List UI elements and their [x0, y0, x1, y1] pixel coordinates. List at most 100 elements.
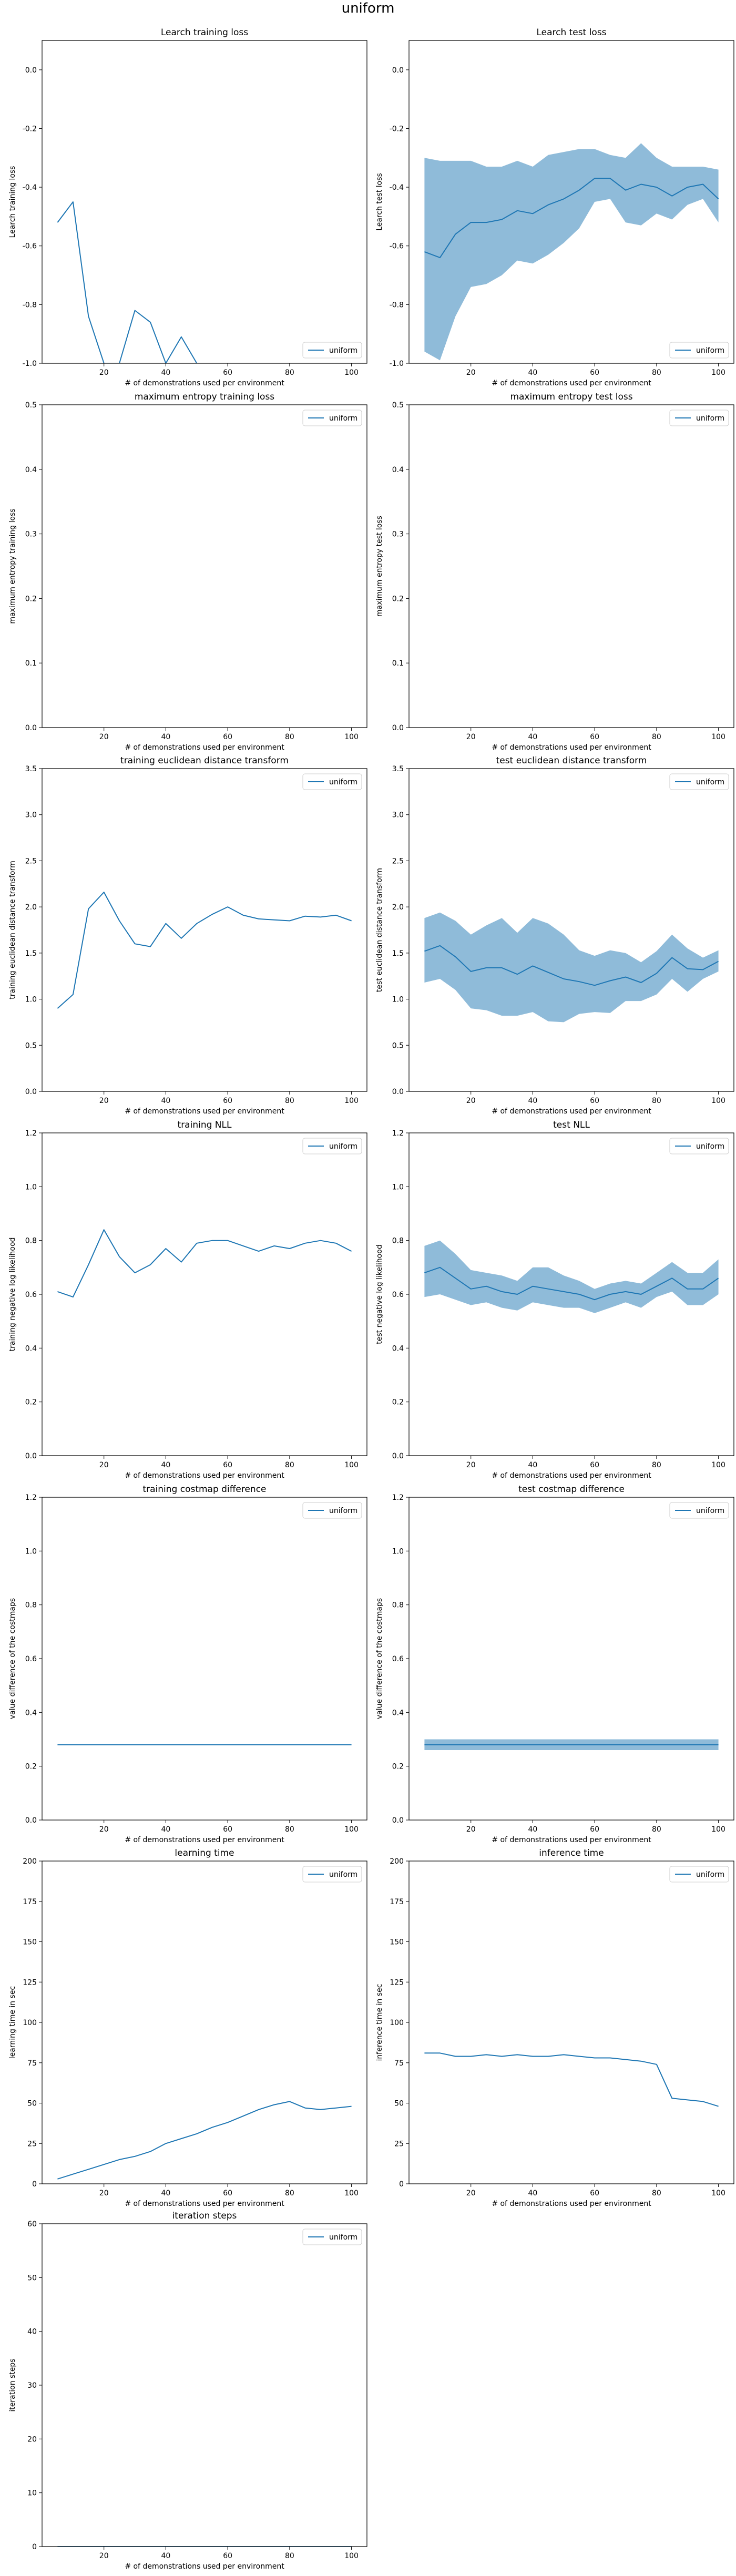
y-axis-label: Learch training loss	[8, 166, 17, 238]
y-tick-label: -1.0	[390, 360, 404, 368]
y-axis-label: inference time in sec	[375, 1984, 384, 2061]
x-tick-label: 40	[528, 1825, 538, 1834]
plot-area	[424, 2052, 719, 2107]
legend-box	[302, 773, 362, 790]
y-tick-label: 2.5	[25, 857, 37, 865]
y-tick-label: 30	[27, 2381, 37, 2390]
axes-frame	[408, 404, 734, 728]
x-tick-label: 80	[285, 1461, 294, 1469]
x-tick-label: 20	[466, 2189, 476, 2197]
x-tick-label: 20	[99, 1461, 109, 1469]
x-axis-label: # of demonstrations used per environment	[492, 1836, 651, 1844]
y-tick-label: 0.0	[392, 66, 404, 75]
legend-box	[669, 773, 729, 790]
legend-label: uniform	[696, 346, 724, 355]
series-line	[424, 1266, 719, 1301]
x-tick-label: 100	[711, 1825, 725, 1834]
chart-title: maximum entropy training loss	[135, 392, 274, 402]
chart-6: test euclidean distance transform 20 40 60 8…	[375, 755, 734, 1116]
y-tick-label: 3.5	[25, 765, 37, 773]
x-axis-label: # of demonstrations used per environment	[125, 1471, 284, 1480]
legend-label: uniform	[329, 1142, 357, 1151]
x-tick-label: 20	[99, 1097, 109, 1105]
y-axis-label: value difference of the costmaps	[8, 1598, 17, 1719]
legend-box	[669, 1866, 729, 1883]
y-tick-label: 1.2	[25, 1129, 37, 1138]
y-axis-label: value difference of the costmaps	[375, 1598, 384, 1719]
y-tick-label: 1.5	[392, 949, 404, 958]
chart-11: learning time 20 40 60 80 100 0 25 50 75 100 125 150…	[8, 1848, 367, 2208]
x-tick-label: 80	[652, 1097, 661, 1105]
x-tick-label: 100	[344, 369, 359, 377]
legend-label: uniform	[696, 414, 724, 423]
y-tick-label: 0	[399, 2180, 404, 2189]
axes-frame	[42, 40, 367, 364]
x-axis-label: # of demonstrations used per environment	[125, 2562, 284, 2571]
x-tick-label: 20	[99, 1825, 109, 1834]
y-tick-label: 3.0	[25, 811, 37, 820]
x-axis-label: # of demonstrations used per environment	[492, 1107, 651, 1116]
x-tick-label: 80	[652, 369, 661, 377]
plot-area	[57, 1229, 352, 1298]
y-tick-label: 25	[27, 2140, 37, 2148]
y-tick-label: 60	[27, 2220, 37, 2229]
x-tick-label: 80	[285, 1097, 294, 1105]
x-tick-label: 40	[528, 1461, 538, 1469]
y-tick-label: 0.8	[392, 1237, 404, 1245]
axes-frame	[42, 1132, 367, 1456]
legend: uniform	[302, 1502, 362, 1519]
x-tick-label: 100	[344, 1461, 359, 1469]
y-tick-label: 0.4	[25, 1344, 37, 1353]
y-tick-label: 0.6	[25, 1291, 37, 1299]
x-tick-label: 20	[99, 369, 109, 377]
y-tick-label: 0.1	[392, 659, 404, 668]
x-tick-label: 100	[344, 1097, 359, 1105]
series-line	[57, 2101, 352, 2180]
axes-frame	[408, 40, 734, 364]
x-tick-label: 20	[99, 2552, 109, 2560]
y-tick-label: -0.8	[390, 301, 404, 309]
x-tick-label: 100	[711, 733, 725, 741]
figure-title: uniform	[341, 1, 395, 16]
x-tick-label: 20	[466, 733, 476, 741]
legend-box	[302, 342, 362, 359]
y-tick-label: 10	[27, 2489, 37, 2498]
legend-label: uniform	[329, 346, 357, 355]
x-tick-label: 60	[223, 2552, 232, 2560]
chart-1: Learch training loss 20 40 60 80 100 0.0 -0.2 -0…	[8, 27, 367, 387]
series-line	[424, 2052, 719, 2107]
y-axis-label: test euclidean distance transform	[375, 868, 384, 992]
x-axis-label: # of demonstrations used per environment	[125, 1836, 284, 1844]
x-tick-label: 20	[466, 1461, 476, 1469]
series-line	[57, 201, 198, 363]
y-tick-label: 0.8	[25, 1237, 37, 1245]
y-tick-label: 0.2	[392, 1763, 404, 1771]
y-tick-label: -0.2	[390, 125, 404, 133]
legend-label: uniform	[329, 778, 357, 786]
x-tick-label: 60	[223, 1097, 232, 1105]
y-tick-label: 0.0	[392, 1452, 404, 1460]
legend: uniform	[669, 773, 729, 790]
y-tick-label: 0.4	[25, 1709, 37, 1717]
y-axis-label: learning time in sec	[8, 1986, 17, 2059]
y-tick-label: 1.0	[392, 996, 404, 1004]
legend-box	[302, 1866, 362, 1883]
y-tick-label: 0.4	[392, 1344, 404, 1353]
x-tick-label: 60	[223, 1825, 232, 1834]
confidence-band	[424, 912, 719, 1023]
chart-title: maximum entropy test loss	[510, 392, 632, 402]
x-tick-label: 40	[161, 369, 171, 377]
y-tick-label: 0.2	[25, 1398, 37, 1407]
plot-area	[424, 912, 719, 1023]
y-tick-label: 175	[390, 1898, 404, 1906]
y-tick-label: 0.8	[25, 1601, 37, 1610]
y-tick-label: 50	[27, 2100, 37, 2108]
y-axis-label: iteration steps	[8, 2358, 17, 2411]
series-line	[424, 178, 719, 259]
legend: uniform	[669, 342, 729, 359]
y-tick-label: 0.2	[25, 595, 37, 603]
legend: uniform	[669, 1502, 729, 1519]
y-tick-label: 1.0	[392, 1547, 404, 1556]
y-tick-label: 2.0	[392, 903, 404, 912]
x-tick-label: 60	[590, 2189, 599, 2197]
